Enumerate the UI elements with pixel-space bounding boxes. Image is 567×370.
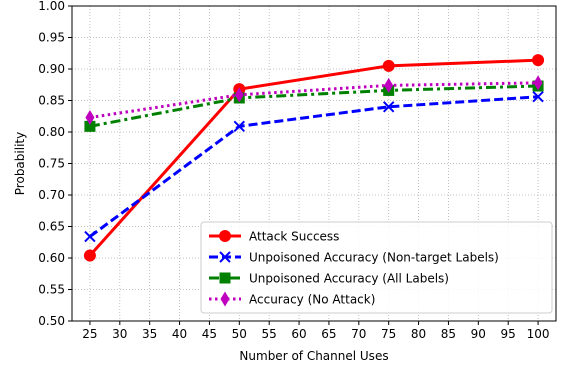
data-point [382, 101, 395, 113]
series-line [88, 58, 539, 257]
y-axis-label: Probability [13, 132, 27, 195]
legend-box [200, 221, 553, 314]
data-point [83, 249, 96, 262]
legend-marker [220, 291, 230, 307]
y-tick-label: 0.80 [38, 125, 65, 139]
legend-label: Unpoisoned Accuracy (Non-target Labels) [249, 251, 499, 265]
data-point [234, 87, 244, 103]
legend-label: Accuracy (No Attack) [249, 293, 375, 307]
series-line [89, 95, 539, 238]
legend-marker [219, 272, 231, 284]
y-tick-label: 0.70 [38, 188, 65, 202]
y-tick-label: 0.75 [38, 157, 65, 171]
legend-marker [219, 251, 231, 263]
legend-item: Unpoisoned Accuracy (Non-target Labels) [209, 251, 499, 265]
x-tick-label: 35 [142, 327, 157, 341]
data-point [84, 120, 96, 132]
x-tick-label: 40 [172, 327, 187, 341]
legend-item: Unpoisoned Accuracy (All Labels) [209, 272, 449, 286]
data-point [533, 75, 543, 91]
legend-marker [219, 230, 231, 242]
x-tick-label: 55 [262, 327, 277, 341]
data-point [384, 77, 394, 93]
x-tick-label: 90 [471, 327, 486, 341]
x-tick-label: 70 [351, 327, 366, 341]
axis-ticks: 25 30 35 40 45 50 55 60 65 70 75 80 85 90 95 100 0.50 0.5… [38, 0, 549, 341]
data-point [85, 110, 95, 126]
y-tick-label: 0.85 [38, 94, 65, 108]
series-0 [83, 54, 545, 262]
series-line [89, 84, 539, 128]
y-tick-label: 1.00 [38, 0, 65, 13]
y-tick-label: 0.95 [38, 31, 65, 45]
legend: Attack Success Unpoisoned Accuracy (Non-t… [200, 221, 553, 314]
y-tick-label: 0.50 [38, 314, 65, 328]
y-tick-label: 0.55 [38, 283, 65, 297]
x-tick-label: 85 [441, 327, 456, 341]
x-tick-label: 100 [527, 327, 550, 341]
series-3 [85, 75, 543, 126]
x-tick-label: 75 [381, 327, 396, 341]
x-tick-label: 65 [321, 327, 336, 341]
x-tick-label: 80 [411, 327, 426, 341]
y-tick-label: 0.60 [38, 251, 65, 265]
legend-item: Attack Success [209, 230, 339, 244]
legend-label: Attack Success [249, 230, 339, 244]
x-tick-label: 45 [202, 327, 217, 341]
data-point [532, 91, 544, 103]
x-tick-label: 25 [82, 327, 97, 341]
y-tick-label: 0.90 [38, 62, 65, 76]
y-tick-label: 0.65 [38, 220, 65, 234]
x-tick-label: 95 [501, 327, 516, 341]
data-point [532, 54, 545, 67]
x-tick-label: 30 [112, 327, 127, 341]
series-layer [83, 54, 545, 262]
legend-item: Accuracy (No Attack) [209, 291, 375, 307]
x-tick-label: 60 [291, 327, 306, 341]
x-axis-label: Number of Channel Uses [239, 349, 388, 363]
data-point [382, 59, 395, 72]
x-tick-label: 50 [232, 327, 247, 341]
data-point [84, 230, 96, 243]
legend-label: Unpoisoned Accuracy (All Labels) [249, 272, 449, 286]
series-1 [84, 91, 544, 243]
series-2 [84, 80, 544, 132]
data-point [233, 120, 246, 133]
